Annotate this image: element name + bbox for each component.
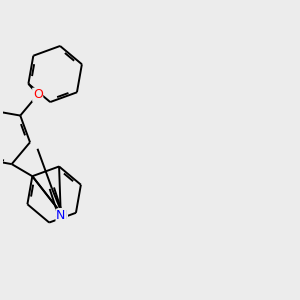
Text: N: N [56, 209, 65, 222]
Text: O: O [33, 88, 43, 101]
Text: N: N [58, 208, 68, 222]
